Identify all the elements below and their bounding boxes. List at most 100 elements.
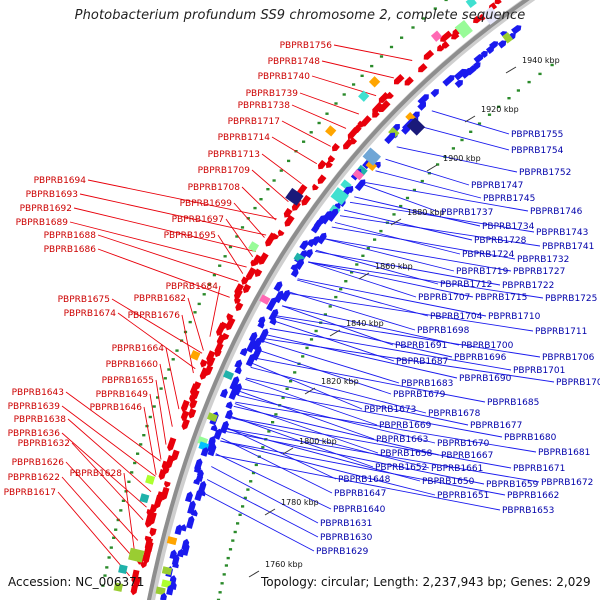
- inner-dot-mark: [389, 45, 394, 49]
- forward-gene-label: PBPRB1643: [12, 388, 64, 398]
- label-leader: [258, 349, 392, 395]
- label-leader: [323, 238, 512, 272]
- reverse-gene-label: PBPRB1667: [441, 451, 493, 461]
- feature-block: [356, 164, 368, 177]
- reverse-gene-label: PBPRB1700: [461, 341, 514, 351]
- forward-gene-mark: [167, 437, 177, 452]
- feature-block: [502, 32, 514, 44]
- tick-label: 1920 kbp: [481, 105, 519, 114]
- forward-gene-mark: [181, 418, 190, 430]
- tick-label: 1820 kbp: [321, 377, 359, 386]
- reverse-gene-mark: [511, 25, 522, 35]
- reverse-gene-mark: [430, 89, 439, 98]
- outer-dot-mark: [350, 271, 354, 274]
- inner-dot-mark: [130, 471, 134, 474]
- forward-gene-mark: [317, 159, 327, 170]
- forward-gene-label: PBPRB1714: [218, 133, 271, 143]
- reverse-gene-label: PBPRB1707: [418, 293, 470, 303]
- outer-dot-mark: [487, 113, 492, 116]
- label-leader: [321, 60, 395, 79]
- reverse-gene-label: PBPRB1691: [395, 341, 447, 351]
- tick-label: 1760 kbp: [265, 560, 303, 569]
- label-leader: [65, 391, 161, 462]
- inner-dot-mark: [139, 443, 143, 446]
- inner-dot-mark: [127, 480, 131, 483]
- label-leader: [315, 250, 501, 286]
- label-leader: [239, 390, 375, 440]
- forward-gene-mark: [216, 322, 226, 336]
- label-leader: [266, 334, 458, 379]
- tick-label: 1880 kbp: [407, 208, 445, 217]
- inner-dot-mark: [197, 302, 201, 306]
- tick-mark: [426, 164, 438, 172]
- label-leader: [343, 209, 473, 241]
- reverse-gene-mark: [224, 409, 233, 420]
- reverse-gene-label: PBPRB1671: [513, 464, 565, 474]
- forward-gene-label: PBPRB1748: [268, 57, 321, 67]
- inner-dot-mark: [259, 198, 263, 201]
- reverse-gene-mark: [245, 353, 256, 367]
- reverse-gene-label: PBPRB1629: [316, 547, 369, 557]
- forward-gene-mark: [283, 207, 293, 218]
- outer-dot-mark: [226, 556, 230, 560]
- chromosome-backbone: [146, 0, 536, 600]
- label-leader: [224, 427, 540, 483]
- outer-dot-mark: [222, 573, 226, 576]
- forward-gene-mark: [225, 317, 236, 331]
- inner-dot-mark: [379, 55, 384, 58]
- reverse-gene-label: PBPRB1728: [474, 236, 527, 246]
- label-leader: [311, 75, 377, 97]
- forward-gene-label: PBPRB1684: [166, 282, 219, 292]
- feature-block: [113, 582, 124, 592]
- reverse-gene-label: PBPRB1719: [456, 267, 509, 277]
- outer-dot-mark: [289, 380, 293, 383]
- forward-gene-mark: [245, 267, 257, 281]
- reverse-gene-mark: [417, 94, 429, 106]
- reverse-gene-mark: [497, 40, 507, 49]
- inner-dot-mark: [302, 140, 306, 143]
- forward-gene-mark: [327, 155, 336, 163]
- reverse-gene-label: PBPRB1663: [376, 435, 428, 445]
- reverse-gene-mark: [316, 232, 327, 245]
- forward-gene-label: PBPRB1693: [26, 190, 78, 200]
- label-leader: [215, 453, 332, 510]
- feature-block: [206, 412, 218, 422]
- inner-dot-mark: [240, 226, 245, 229]
- label-leader: [385, 158, 470, 186]
- forward-gene-label: PBPRB1756: [280, 41, 333, 51]
- reverse-gene-label: PBPRB1661: [431, 464, 483, 474]
- label-leader: [275, 316, 453, 358]
- label-leader: [271, 136, 318, 165]
- inner-dot-mark: [411, 26, 415, 29]
- reverse-gene-mark: [246, 339, 257, 353]
- reverse-gene-label: PBPRB1696: [454, 353, 507, 363]
- forward-gene-mark: [189, 398, 198, 409]
- reverse-gene-mark: [266, 297, 277, 312]
- reverse-gene-label: PBPRB1690: [459, 374, 512, 384]
- label-leader: [333, 44, 413, 61]
- forward-gene-mark: [254, 268, 263, 277]
- forward-gene-label: PBPRB1699: [180, 199, 233, 209]
- inner-dot-mark: [370, 64, 374, 68]
- feature-block: [145, 474, 156, 485]
- outer-dot-mark: [379, 229, 383, 233]
- reverse-gene-mark: [268, 308, 279, 322]
- forward-gene-label: PBPRB1660: [106, 360, 159, 370]
- reverse-gene-mark: [174, 524, 183, 535]
- reverse-gene-label: PBPRB1653: [502, 506, 554, 516]
- forward-gene-mark: [393, 73, 405, 85]
- reverse-gene-label: PBPRB1680: [504, 433, 557, 443]
- inner-dot-mark: [193, 311, 197, 314]
- outer-dot-mark: [339, 288, 343, 291]
- label-leader: [229, 416, 512, 469]
- outer-dot-mark: [301, 355, 305, 358]
- reverse-gene-label: PBPRB1743: [536, 228, 588, 238]
- inner-dot-mark: [171, 358, 175, 361]
- forward-gene-mark: [214, 348, 222, 358]
- label-leader: [289, 292, 534, 332]
- forward-gene-label: PBPRB1689: [16, 218, 69, 228]
- feature-block: [161, 579, 172, 589]
- tick-mark: [264, 508, 276, 516]
- tick-mark: [282, 447, 294, 455]
